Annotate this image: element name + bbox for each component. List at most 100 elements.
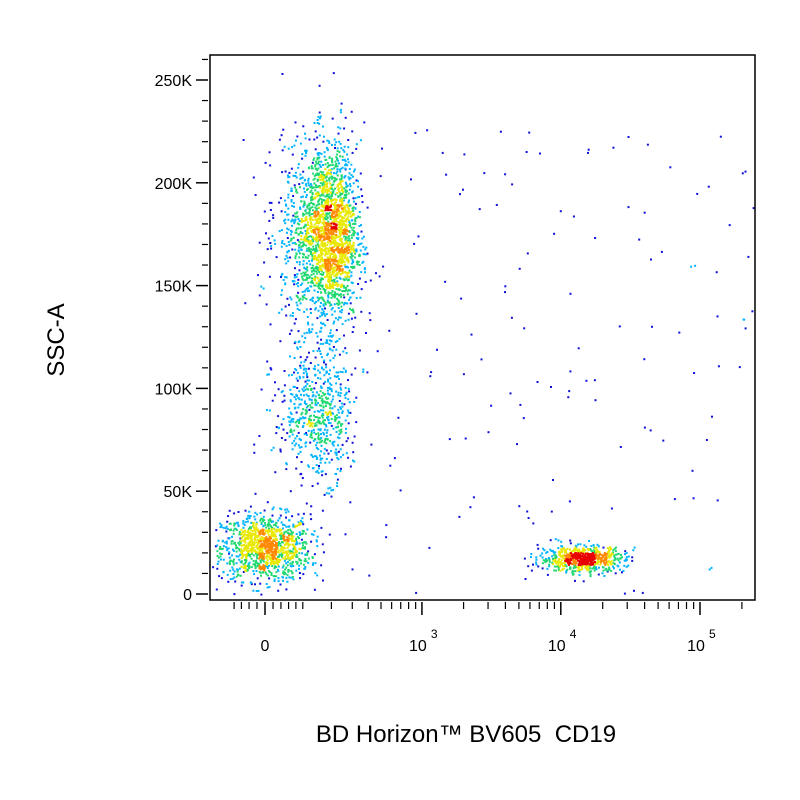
data-point [312, 439, 315, 442]
data-point [329, 422, 332, 425]
data-point [216, 550, 219, 553]
data-point [233, 524, 236, 527]
data-point [270, 530, 273, 533]
data-point [219, 546, 222, 548]
data-point [302, 376, 305, 379]
data-point [295, 188, 298, 191]
data-point [288, 424, 291, 427]
data-point [296, 561, 299, 564]
data-point [300, 219, 303, 222]
data-point [569, 539, 572, 542]
data-point [351, 245, 354, 248]
data-point [267, 519, 270, 522]
data-point [305, 276, 308, 279]
data-point [311, 257, 314, 260]
data-point [347, 161, 350, 164]
x-tick-label: 10 [687, 638, 705, 655]
data-point [259, 552, 262, 555]
data-point [287, 218, 290, 221]
data-point [300, 218, 303, 221]
data-point [613, 567, 615, 570]
data-point [557, 539, 560, 542]
data-point [315, 265, 318, 268]
data-point [314, 572, 317, 575]
data-point [352, 222, 355, 225]
data-point [327, 200, 330, 203]
data-point [337, 318, 340, 321]
data-point [265, 537, 268, 540]
data-point [549, 548, 552, 551]
data-point [265, 556, 268, 559]
data-point [324, 176, 327, 179]
data-point [273, 566, 276, 569]
data-point [554, 538, 557, 541]
data-point [263, 519, 266, 522]
data-point [341, 200, 343, 203]
data-point [298, 263, 301, 266]
data-point [568, 562, 571, 565]
data-point [302, 205, 305, 208]
data-point [650, 258, 652, 261]
data-point [305, 150, 307, 153]
data-point [335, 162, 338, 165]
data-point [554, 556, 557, 559]
data-point [324, 204, 326, 207]
data-point [337, 183, 340, 186]
data-point [258, 545, 261, 548]
data-point [589, 575, 592, 578]
data-point [619, 557, 622, 560]
data-point [598, 566, 600, 569]
data-point [298, 422, 300, 425]
data-point [253, 541, 256, 544]
data-point [307, 182, 310, 185]
data-point [291, 571, 294, 574]
data-point [322, 199, 325, 201]
data-point [551, 561, 554, 564]
data-point [243, 540, 246, 543]
data-point [355, 147, 358, 150]
data-point [298, 309, 301, 312]
data-point [302, 214, 305, 217]
data-point [577, 556, 580, 559]
data-point [315, 244, 317, 247]
data-point [320, 236, 322, 239]
data-point [317, 266, 320, 269]
data-point [321, 285, 324, 288]
data-point [325, 252, 327, 255]
data-point [343, 235, 346, 238]
data-point [582, 558, 585, 561]
data-point [270, 559, 273, 562]
data-point [294, 551, 297, 554]
data-point [335, 448, 338, 451]
data-point [310, 518, 313, 521]
data-point [560, 545, 563, 548]
data-point [272, 538, 275, 541]
data-point [329, 382, 332, 385]
data-point [287, 550, 290, 553]
data-point [323, 428, 326, 431]
data-point [257, 589, 260, 592]
data-point [346, 244, 349, 247]
data-point [624, 559, 627, 562]
data-point [317, 172, 320, 175]
data-point [278, 555, 281, 558]
data-point [587, 553, 590, 556]
data-point [254, 583, 256, 586]
data-point [342, 453, 345, 456]
data-point [314, 399, 317, 402]
data-point [262, 531, 265, 534]
data-point [574, 546, 577, 549]
data-point [311, 467, 314, 470]
data-point [241, 553, 243, 556]
data-point [358, 264, 361, 266]
data-point [336, 236, 339, 239]
data-point [345, 271, 348, 274]
data-point [313, 387, 316, 390]
data-point [320, 296, 323, 299]
data-point [350, 281, 353, 284]
data-point [295, 525, 298, 527]
data-point [609, 555, 612, 558]
data-point [270, 528, 273, 531]
data-point [334, 240, 337, 243]
data-point [336, 375, 339, 378]
